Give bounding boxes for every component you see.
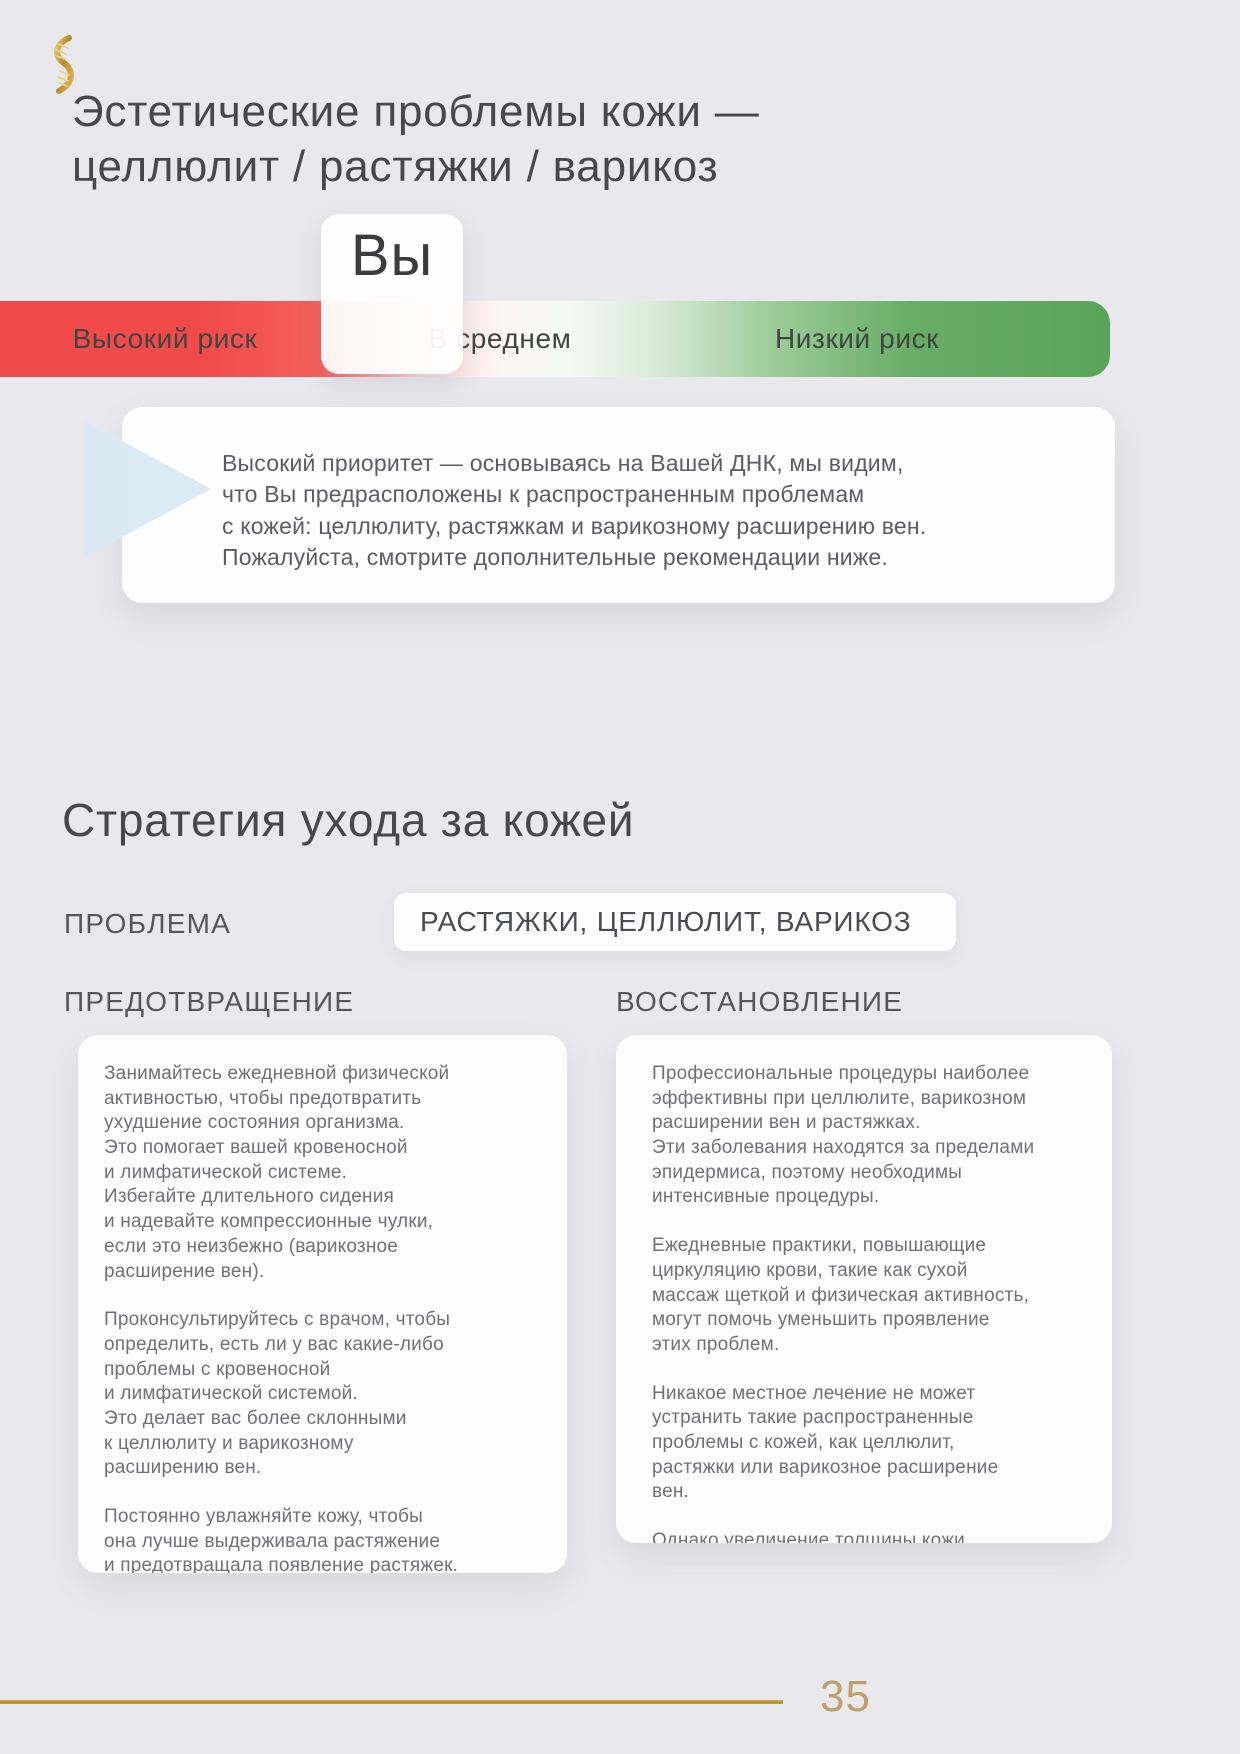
page-number: 35 — [820, 1672, 871, 1721]
you-marker-label: Вы — [350, 223, 434, 288]
restoration-paragraph: Ежедневные практики, повышающие циркуляц… — [652, 1235, 1030, 1355]
prevention-paragraph: Постоянно увлажняйте кожу, чтобы она луч… — [104, 1506, 459, 1573]
you-position-marker: Вы — [321, 214, 463, 374]
footer-gold-rule — [0, 1700, 783, 1704]
restoration-card: Профессиональные процедуры наиболее эффе… — [616, 1035, 1112, 1543]
priority-callout-text: Высокий приоритет — основываясь на Вашей… — [222, 450, 927, 570]
problem-value-box: РАСТЯЖКИ, ЦЕЛЛЮЛИТ, ВАРИКОЗ — [394, 893, 956, 951]
prevention-paragraph: Занимайтесь ежедневной физической активн… — [104, 1063, 450, 1282]
risk-label-low: Низкий риск — [774, 323, 940, 354]
restoration-column-label: ВОССТАНОВЛЕНИЕ — [616, 986, 904, 1017]
restoration-paragraph: Никакое местное лечение не может устрани… — [652, 1382, 999, 1503]
prevention-card: Занимайтесь ежедневной физической активн… — [78, 1035, 567, 1573]
risk-gradient-bar: Высокий риск В среднем Низкий риск — [0, 301, 1110, 377]
problem-value: РАСТЯЖКИ, ЦЕЛЛЮЛИТ, ВАРИКОЗ — [420, 906, 912, 937]
priority-callout-card — [122, 407, 1115, 603]
problem-label: ПРОБЛЕМА — [64, 908, 231, 939]
dna-helix-icon — [46, 34, 80, 96]
page-title: Эстетические проблемы кожи — целлюлит / … — [72, 87, 760, 192]
prevention-column-label: ПРЕДОТВРАЩЕНИЕ — [64, 986, 355, 1017]
strategy-section-title: Стратегия ухода за кожей — [62, 794, 635, 846]
triangle-right-icon — [85, 421, 211, 557]
restoration-paragraph: Профессиональные процедуры наиболее эффе… — [652, 1063, 1035, 1208]
prevention-paragraph: Проконсультируйтесь с врачом, чтобы опре… — [104, 1309, 451, 1479]
risk-label-high: Высокий риск — [72, 323, 258, 354]
restoration-paragraph: Однако увеличение толщины кожи может уме… — [652, 1530, 965, 1543]
